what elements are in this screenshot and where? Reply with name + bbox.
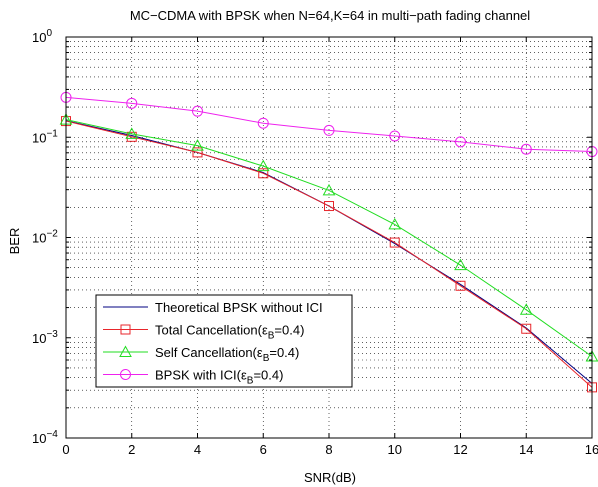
legend: Theoretical BPSK without ICI Total Cancel… [95, 294, 353, 388]
axis-ticks: 0 2 4 6 8 10 12 14 16 100 10−1 10−2 10−3 10−4 [32, 28, 598, 457]
x-tick-label: 0 [62, 442, 69, 457]
y-tick-label: 10−4 [32, 429, 58, 446]
series-line [65, 96, 593, 153]
y-tick-label: 10−1 [32, 128, 58, 145]
legend-box [95, 294, 353, 388]
data-point [389, 237, 400, 248]
legend-marker [120, 324, 131, 335]
series-line [65, 119, 593, 357]
data-point [192, 105, 203, 117]
legend-label: Total Cancellation(εB=0.4) [155, 323, 304, 342]
data-point [192, 147, 203, 158]
legend-item: Theoretical BPSK without ICI [103, 300, 323, 315]
y-tick-label: 10−2 [32, 229, 58, 246]
legend-marker [119, 345, 132, 357]
chart-title: MC−CDMA with BPSK when N=64,K=64 in mult… [130, 8, 530, 23]
series-line [65, 120, 593, 388]
series-layer [59, 91, 598, 393]
data-point [191, 139, 204, 151]
series-3 [59, 113, 598, 362]
data-point [389, 130, 401, 142]
y-tick-label: 10−3 [32, 329, 58, 346]
data-point [519, 303, 533, 315]
legend-marker [120, 369, 131, 380]
data-point [256, 159, 270, 172]
data-point [521, 323, 532, 334]
data-point [455, 136, 466, 148]
legend-label: Self Cancellation(εB=0.4) [155, 345, 299, 364]
data-point [322, 183, 336, 196]
x-tick-label: 12 [453, 442, 467, 457]
x-tick-label: 6 [260, 442, 267, 457]
legend-item: Total Cancellation(εB=0.4) [103, 323, 304, 342]
y-tick-label: 100 [32, 28, 52, 45]
x-tick-label: 16 [585, 442, 598, 457]
grid [66, 37, 592, 438]
x-tick-label: 14 [519, 442, 533, 457]
x-tick-label: 8 [325, 442, 332, 457]
data-point [125, 127, 139, 139]
data-point [126, 97, 138, 109]
data-point [324, 201, 334, 212]
legend-label: BPSK with ICI(εB=0.4) [155, 368, 283, 387]
data-point [388, 217, 402, 230]
x-tick-label: 2 [128, 442, 135, 457]
data-point [454, 258, 467, 271]
legend-item: BPSK with ICI(εB=0.4) [103, 368, 283, 387]
data-point [520, 143, 532, 155]
data-point [258, 168, 269, 179]
data-point [455, 280, 466, 291]
x-tick-label: 10 [388, 442, 402, 457]
data-point [257, 117, 269, 129]
legend-label: Theoretical BPSK without ICI [155, 300, 323, 315]
y-axis-label: BER [7, 228, 22, 255]
legend-item: Self Cancellation(εB=0.4) [103, 345, 299, 364]
data-point [323, 124, 335, 136]
x-tick-label: 4 [194, 442, 201, 457]
x-axis-label: SNR(dB) [304, 470, 356, 485]
